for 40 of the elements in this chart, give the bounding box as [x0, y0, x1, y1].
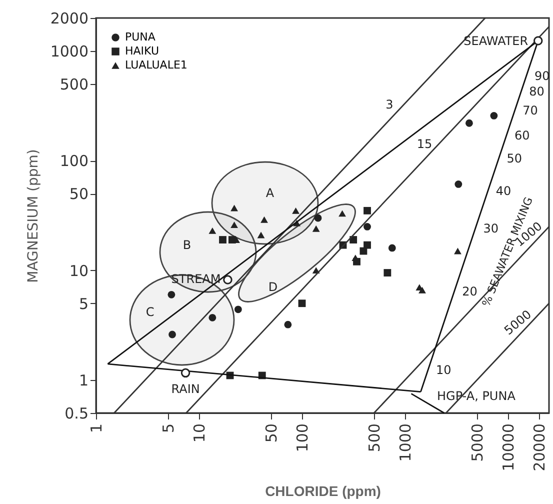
annotation: 40 [496, 184, 512, 198]
annotation: C [146, 305, 154, 319]
annotation: D [268, 280, 278, 294]
x-axis-title: CHLORIDE (ppm) [265, 483, 381, 500]
annotation: 30 [483, 222, 499, 236]
annotation: 60 [514, 128, 530, 142]
y-tick-label: 50 [69, 185, 88, 204]
annotation: A [266, 186, 275, 200]
annotation: B [182, 238, 192, 252]
annotation: RAIN [171, 382, 200, 396]
legend-label: HAIKU [125, 44, 160, 58]
x-tick-label: 50 [262, 424, 280, 443]
x-tick-label: 10 [190, 424, 209, 443]
x-tick-label: 500 [366, 424, 384, 452]
annotation: SEAWATER [464, 34, 528, 48]
annotation: 15 [416, 136, 432, 151]
legend-label: PUNA [125, 30, 156, 44]
annotation: 50 [506, 151, 522, 166]
y-tick-label: 100 [60, 152, 88, 170]
y-tick-label: 500 [60, 76, 88, 94]
annotation: 70 [522, 104, 538, 118]
y-axis-title: MAGNESIUM (ppm) [25, 149, 42, 283]
annotation: 10 [436, 363, 452, 378]
x-tick-label: 1000 [396, 424, 415, 462]
annotation: 20 [462, 284, 478, 299]
y-tick-label: 2000 [50, 10, 88, 28]
y-tick-label: 5 [78, 294, 88, 313]
x-tick-label: 1 [88, 424, 106, 434]
y-tick-label: 0.5 [64, 404, 88, 422]
annotation: 80 [529, 84, 544, 99]
y-tick-label: 10 [69, 262, 88, 280]
y-tick-label: 1 [78, 371, 88, 390]
x-tick-label: 5 [159, 424, 178, 434]
annotation: 3 [386, 98, 394, 112]
x-tick-label: 100 [294, 424, 312, 452]
x-tick-label: 5000 [468, 424, 487, 462]
x-tick-label: 20000 [530, 424, 549, 472]
x-tick-label: 10000 [500, 424, 518, 472]
y-tick-label: 1000 [50, 42, 88, 61]
legend-label: LUALUALE1 [125, 58, 188, 72]
